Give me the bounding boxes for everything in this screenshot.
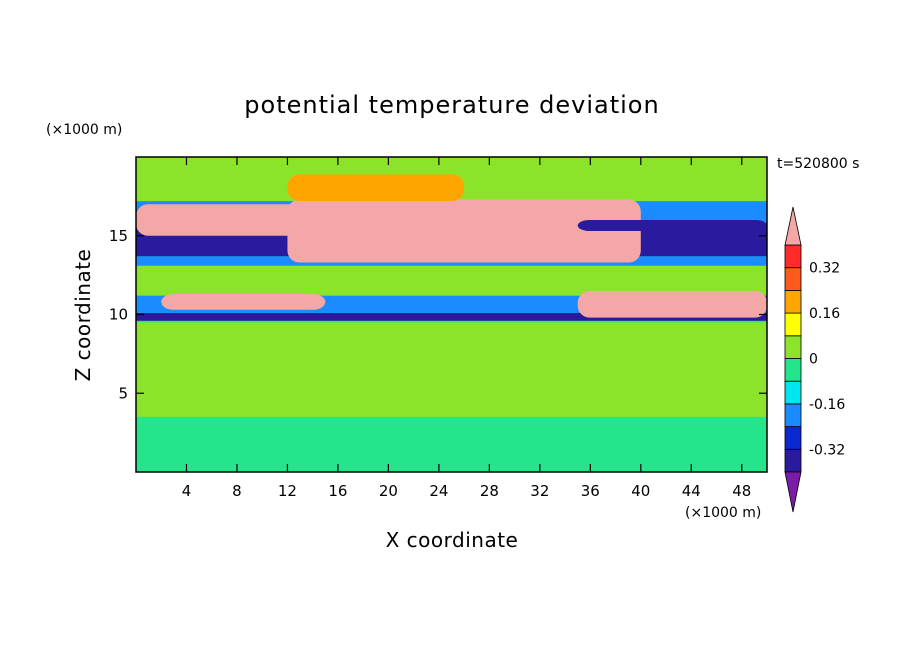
x-tick-label: 16 bbox=[328, 482, 347, 500]
colorbar-label: 0 bbox=[809, 352, 818, 368]
colorbar-label: -0.16 bbox=[809, 397, 845, 413]
chart-title: potential temperature deviation bbox=[244, 91, 659, 119]
x-tick-label: 24 bbox=[429, 482, 448, 500]
y-axis-label: Z coordinate bbox=[71, 249, 95, 382]
plot-area bbox=[136, 157, 767, 472]
colorbar-label: 0.32 bbox=[809, 261, 840, 277]
field-region bbox=[136, 322, 767, 417]
colorbar-box bbox=[784, 244, 802, 269]
colorbar-top-arrow bbox=[784, 206, 802, 246]
colorbar-box bbox=[784, 426, 802, 450]
field-region bbox=[577, 220, 767, 232]
field-region bbox=[161, 294, 326, 310]
colorbar-box bbox=[784, 267, 802, 291]
field-region bbox=[136, 265, 767, 296]
colorbar-box bbox=[784, 289, 802, 314]
colorbar-box bbox=[784, 380, 802, 405]
x-tick-label: 32 bbox=[530, 482, 549, 500]
x-tick-label: 44 bbox=[682, 482, 701, 500]
field-region bbox=[287, 174, 465, 202]
colorbar-box bbox=[784, 358, 802, 382]
colorbar-box bbox=[784, 448, 802, 473]
y-axis-ticks: 5 10 15 bbox=[109, 227, 767, 402]
time-label: t=520800 s bbox=[777, 156, 859, 172]
colorbar-box bbox=[784, 335, 802, 359]
x-unit-label: (×1000 m) bbox=[685, 505, 761, 521]
x-axis-ticks: 4 8 12 16 20 24 28 32 36 40 44 48 bbox=[182, 157, 751, 500]
x-tick-label: 40 bbox=[631, 482, 650, 500]
y-tick-label: 15 bbox=[109, 227, 128, 245]
colorbar: 0.32 0.16 0 -0.16 -0.32 bbox=[784, 206, 845, 513]
colorbar-bottom-arrow bbox=[784, 471, 802, 513]
colorbar-box bbox=[784, 403, 802, 427]
x-tick-label: 12 bbox=[278, 482, 297, 500]
y-tick-label: 10 bbox=[109, 306, 128, 324]
x-tick-label: 8 bbox=[232, 482, 242, 500]
field-region bbox=[136, 312, 767, 321]
field-region bbox=[577, 290, 767, 318]
x-tick-label: 48 bbox=[732, 482, 751, 500]
x-tick-label: 36 bbox=[581, 482, 600, 500]
colorbar-box bbox=[784, 312, 802, 337]
contour-fields bbox=[136, 157, 767, 417]
colorbar-label: -0.32 bbox=[809, 442, 845, 458]
y-unit-label: (×1000 m) bbox=[46, 122, 122, 138]
field-region bbox=[287, 199, 641, 263]
colorbar-label: 0.16 bbox=[809, 306, 840, 322]
field-region bbox=[136, 204, 301, 236]
y-tick-label: 5 bbox=[118, 384, 128, 402]
x-tick-label: 20 bbox=[379, 482, 398, 500]
x-tick-label: 4 bbox=[182, 482, 192, 500]
x-axis-label: X coordinate bbox=[386, 528, 519, 552]
x-tick-label: 28 bbox=[480, 482, 499, 500]
